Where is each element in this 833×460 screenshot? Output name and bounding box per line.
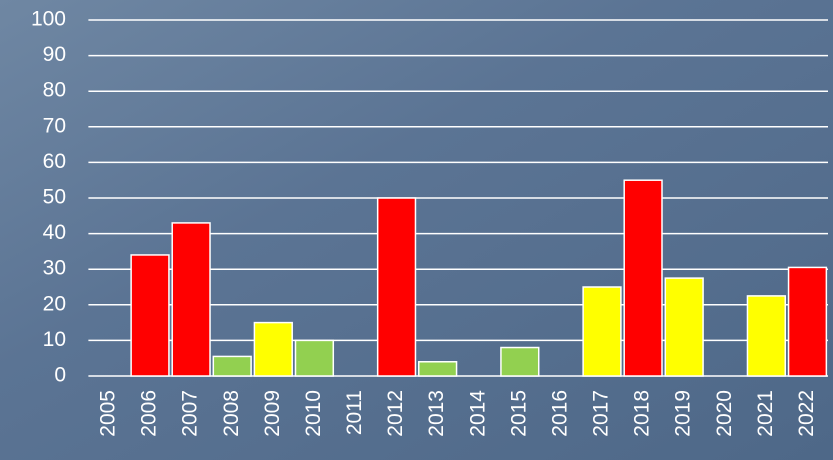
y-tick-label: 10 [43, 328, 66, 351]
x-tick-label: 2015 [507, 390, 530, 437]
bar [582, 286, 622, 377]
x-tick-label: 2006 [138, 390, 161, 437]
x-tick-label: 2010 [302, 390, 325, 437]
bar [664, 277, 704, 377]
bar [212, 355, 252, 377]
bar [171, 222, 211, 377]
x-tick-label: 2011 [343, 390, 366, 435]
y-tick-label: 70 [43, 114, 66, 137]
y-tick-label: 40 [43, 221, 66, 244]
x-tick-label: 2008 [220, 390, 243, 437]
y-tick-label: 60 [43, 150, 66, 173]
x-tick-label: 2005 [96, 390, 119, 437]
bar [500, 346, 540, 377]
y-tick-label: 100 [31, 8, 66, 31]
y-tick-label: 90 [43, 43, 66, 66]
x-tick-label: 2009 [261, 390, 284, 437]
x-tick-label: 2018 [631, 390, 654, 437]
bar [418, 361, 458, 377]
x-tick-label: 2012 [384, 390, 407, 437]
y-tick-label: 50 [43, 186, 66, 209]
x-tick-label: 2017 [590, 390, 613, 437]
x-tick-label: 2014 [466, 390, 489, 437]
y-tick-label: 30 [43, 257, 66, 280]
x-tick-label: 2013 [425, 390, 448, 437]
y-tick-label: 20 [43, 292, 66, 315]
y-tick-label: 80 [43, 79, 66, 102]
bar [253, 321, 293, 377]
bar [623, 179, 663, 377]
x-tick-label: 2021 [754, 390, 777, 437]
y-tick-label: 0 [54, 364, 66, 387]
x-tick-label: 2022 [795, 390, 818, 437]
x-tick-label: 2007 [179, 390, 202, 437]
bar [294, 339, 335, 377]
bar [130, 254, 170, 377]
bar [376, 197, 417, 377]
x-tick-label: 2019 [672, 390, 695, 437]
bar [746, 295, 787, 377]
bar [787, 266, 828, 377]
x-tick-label: 2016 [548, 390, 571, 437]
x-tick-label: 2020 [713, 390, 736, 437]
